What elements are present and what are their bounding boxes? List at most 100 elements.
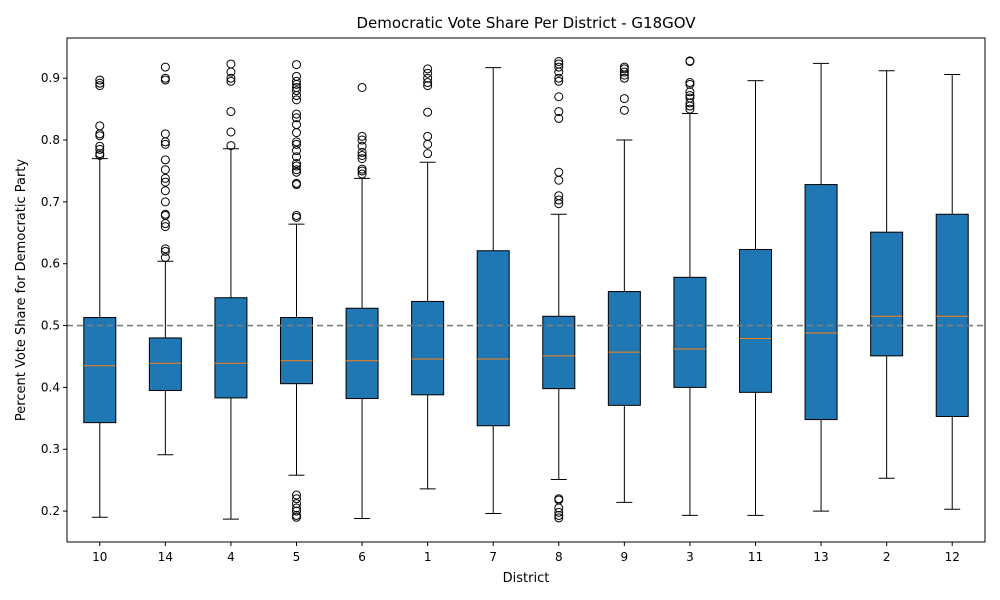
outlier-point — [685, 79, 695, 89]
outlier-point — [292, 499, 301, 509]
outlier-point — [423, 81, 433, 91]
y-tick-label: 0.2 — [41, 504, 60, 518]
outlier-point — [554, 191, 564, 201]
iqr-box — [673, 276, 707, 388]
outlier-point — [619, 67, 629, 77]
outlier-point — [95, 75, 105, 85]
outlier-point — [423, 107, 433, 117]
y-tick-label: 0.8 — [41, 133, 60, 147]
outlier-point — [619, 62, 629, 72]
outlier-point — [292, 95, 301, 105]
outlier-point — [357, 141, 367, 151]
boxplot-district-7 — [476, 67, 510, 515]
outlier-point — [160, 197, 170, 207]
outlier-point — [357, 147, 367, 157]
y-axis: 0.2 0.3 0.4 0.5 0.6 0.7 0.8 0.9 — [41, 71, 67, 518]
iqr-box — [739, 248, 772, 393]
outlier-point — [160, 62, 170, 72]
outlier-point — [292, 503, 301, 513]
y-tick-label: 0.7 — [41, 195, 60, 209]
outlier-point — [160, 129, 170, 139]
outlier-point — [554, 494, 564, 504]
outlier-point — [685, 104, 695, 114]
outlier-point — [357, 82, 367, 92]
x-tick-label: 3 — [686, 550, 694, 564]
outlier-point — [357, 131, 367, 141]
outlier-point — [95, 121, 105, 131]
outlier-point — [160, 73, 170, 83]
x-tick-label: 1 — [424, 550, 432, 564]
outlier-point — [160, 139, 170, 149]
outlier-point — [554, 107, 564, 117]
boxplot-district-6 — [345, 82, 379, 520]
outlier-point — [226, 59, 236, 69]
x-tick-label: 10 — [92, 550, 107, 564]
outlier-point — [292, 159, 301, 169]
outlier-point — [95, 129, 105, 139]
outlier-point — [554, 513, 564, 523]
outlier-point — [292, 165, 301, 175]
boxplot-district-12 — [935, 73, 969, 510]
x-tick-label: 13 — [813, 550, 828, 564]
outlier-point — [292, 120, 301, 130]
outlier-point — [554, 167, 564, 177]
outlier-point — [292, 212, 301, 222]
y-tick-label: 0.4 — [41, 380, 60, 394]
outlier-point — [95, 149, 105, 159]
outlier-point — [160, 186, 170, 196]
outlier-point — [554, 56, 564, 66]
outlier-point — [160, 165, 170, 175]
outlier-point — [554, 175, 564, 185]
plot-area — [67, 56, 985, 523]
x-axis: 10 14 4 5 6 1 7 8 9 3 11 13 2 12 — [92, 542, 960, 564]
outlier-point — [292, 167, 301, 177]
iqr-box — [476, 250, 510, 427]
outlier-point — [95, 78, 105, 88]
outlier-point — [226, 76, 236, 86]
x-axis-label: District — [503, 571, 550, 586]
outlier-point — [292, 71, 301, 81]
x-tick-label: 14 — [158, 550, 173, 564]
outlier-point — [554, 76, 564, 86]
iqr-box — [148, 337, 182, 391]
x-tick-label: 6 — [358, 550, 366, 564]
boxplot-district-4 — [214, 59, 248, 520]
outlier-point — [423, 78, 433, 88]
outlier-point — [619, 73, 629, 83]
iqr-box — [83, 317, 117, 424]
outlier-point — [160, 173, 170, 183]
outlier-point — [95, 131, 105, 141]
outlier-point — [160, 209, 170, 219]
outlier-point — [226, 127, 236, 137]
outlier-point — [619, 105, 629, 115]
boxplot-district-13 — [804, 62, 838, 512]
iqr-box — [870, 231, 904, 357]
outlier-point — [357, 164, 367, 174]
boxplot-district-2 — [870, 70, 904, 479]
outlier-point — [292, 210, 301, 220]
iqr-box — [345, 307, 379, 400]
outlier-point — [95, 141, 105, 151]
outlier-point — [357, 150, 367, 160]
outlier-point — [160, 177, 170, 187]
outlier-point — [160, 244, 170, 254]
outlier-point — [292, 76, 301, 86]
outlier-point — [423, 64, 433, 74]
outlier-point — [357, 154, 367, 164]
outlier-point — [226, 67, 236, 77]
outlier-point — [292, 494, 301, 504]
axes-frame — [66, 37, 986, 543]
boxplot-district-5 — [280, 60, 313, 522]
x-tick-label: 5 — [293, 550, 301, 564]
outlier-point — [554, 510, 564, 520]
y-tick-label: 0.3 — [41, 442, 60, 456]
outlier-point — [292, 60, 301, 70]
outlier-point — [554, 73, 564, 83]
outlier-point — [423, 68, 433, 78]
outlier-point — [554, 507, 564, 517]
outlier-point — [95, 81, 105, 91]
outlier-point — [685, 56, 695, 66]
outlier-point — [357, 135, 367, 145]
boxplot-district-3 — [673, 56, 707, 516]
iqr-box — [411, 300, 445, 396]
